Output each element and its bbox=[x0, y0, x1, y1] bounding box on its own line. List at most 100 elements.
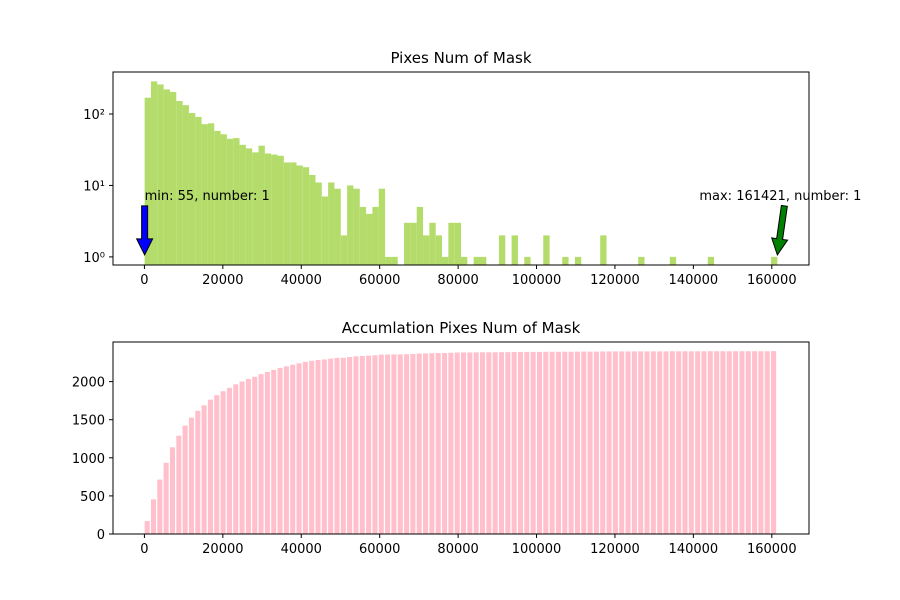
bar bbox=[163, 462, 169, 534]
bar bbox=[511, 351, 517, 534]
bar bbox=[492, 352, 498, 534]
bar bbox=[423, 353, 429, 534]
histogram-bar bbox=[340, 235, 348, 265]
x-tick-label: 120000 bbox=[590, 273, 640, 288]
bar bbox=[220, 391, 226, 534]
bar bbox=[435, 353, 441, 534]
bar bbox=[536, 351, 542, 534]
histogram-bar bbox=[391, 256, 398, 265]
bar bbox=[574, 351, 580, 534]
bar bbox=[239, 381, 245, 534]
annotation-text: min: 55, number: 1 bbox=[145, 189, 270, 204]
bar bbox=[676, 351, 682, 534]
bar bbox=[739, 351, 745, 534]
bar bbox=[568, 351, 574, 534]
bar bbox=[391, 354, 397, 534]
histogram-bar bbox=[423, 235, 430, 265]
y-tick-label: 1000 bbox=[72, 452, 105, 467]
bar bbox=[644, 351, 650, 534]
bar bbox=[473, 352, 479, 534]
bar bbox=[321, 359, 327, 534]
chart-title: Accumlation Pixes Num of Mask bbox=[342, 319, 581, 337]
histogram-bar bbox=[321, 196, 329, 265]
bar bbox=[290, 364, 296, 534]
bar bbox=[606, 351, 612, 534]
histogram-bar bbox=[277, 155, 284, 265]
histogram-bar bbox=[347, 185, 354, 265]
bar bbox=[752, 351, 758, 534]
histogram-bar bbox=[144, 97, 151, 265]
bar bbox=[157, 479, 163, 534]
y-tick-label: 1500 bbox=[72, 414, 105, 429]
histogram-bar bbox=[498, 235, 506, 265]
histogram-bar bbox=[372, 206, 379, 265]
bar bbox=[416, 353, 422, 534]
annotation-text: max: 161421, number: 1 bbox=[699, 189, 861, 204]
histogram-bar bbox=[315, 182, 322, 265]
bar bbox=[144, 521, 150, 534]
bar bbox=[707, 351, 713, 534]
histogram-bar bbox=[201, 124, 208, 265]
bar bbox=[695, 351, 701, 534]
histogram-bar bbox=[163, 89, 170, 266]
histogram-bar bbox=[410, 222, 417, 265]
bar bbox=[638, 351, 644, 534]
histogram-bar bbox=[245, 148, 253, 265]
histogram-bar bbox=[429, 222, 436, 265]
bar bbox=[378, 354, 384, 534]
bar bbox=[486, 352, 492, 534]
bar bbox=[169, 447, 176, 534]
histogram-bar bbox=[334, 188, 341, 265]
histogram-bar bbox=[239, 144, 246, 265]
bar bbox=[663, 351, 669, 534]
bar bbox=[283, 366, 289, 534]
histogram-bar bbox=[226, 138, 234, 265]
bar bbox=[467, 352, 473, 534]
histogram-bar bbox=[233, 138, 240, 265]
histogram-bar bbox=[562, 256, 569, 265]
bar bbox=[201, 405, 207, 534]
bar bbox=[688, 351, 694, 534]
bar bbox=[448, 352, 454, 534]
histogram-bar bbox=[169, 92, 177, 265]
bar bbox=[182, 425, 188, 534]
histogram-bar bbox=[435, 235, 443, 265]
histogram-bar bbox=[296, 165, 303, 265]
histogram-bar bbox=[669, 256, 677, 265]
axes-frame bbox=[112, 71, 810, 266]
bar bbox=[328, 358, 334, 534]
histogram-bar bbox=[182, 105, 189, 266]
bar bbox=[176, 435, 182, 534]
x-tick-label: 0 bbox=[140, 273, 148, 288]
bar bbox=[277, 367, 283, 534]
histogram-bar bbox=[461, 256, 468, 265]
histogram-bar bbox=[353, 188, 360, 265]
histogram-bar bbox=[283, 162, 291, 265]
annotation-arrow bbox=[770, 204, 789, 256]
bar bbox=[252, 376, 258, 534]
bar bbox=[714, 351, 720, 534]
histogram-bar bbox=[290, 162, 297, 265]
y-tick-label: 500 bbox=[80, 490, 105, 505]
bar bbox=[530, 351, 536, 534]
x-tick-label: 0 bbox=[140, 542, 148, 557]
bar bbox=[764, 351, 770, 534]
bar bbox=[404, 354, 410, 534]
bar bbox=[214, 395, 220, 534]
bar bbox=[733, 351, 739, 534]
histogram-bar bbox=[271, 154, 278, 265]
histogram-bar bbox=[385, 256, 392, 265]
annotation-arrow bbox=[135, 205, 154, 257]
bar bbox=[479, 352, 486, 534]
bar bbox=[682, 351, 688, 534]
bar bbox=[555, 351, 561, 534]
bar bbox=[188, 417, 194, 534]
bar bbox=[245, 379, 251, 534]
bar bbox=[397, 354, 403, 534]
histogram-bar bbox=[366, 213, 373, 265]
bar bbox=[150, 499, 157, 534]
histogram-bar bbox=[524, 256, 531, 265]
bar bbox=[543, 351, 549, 534]
